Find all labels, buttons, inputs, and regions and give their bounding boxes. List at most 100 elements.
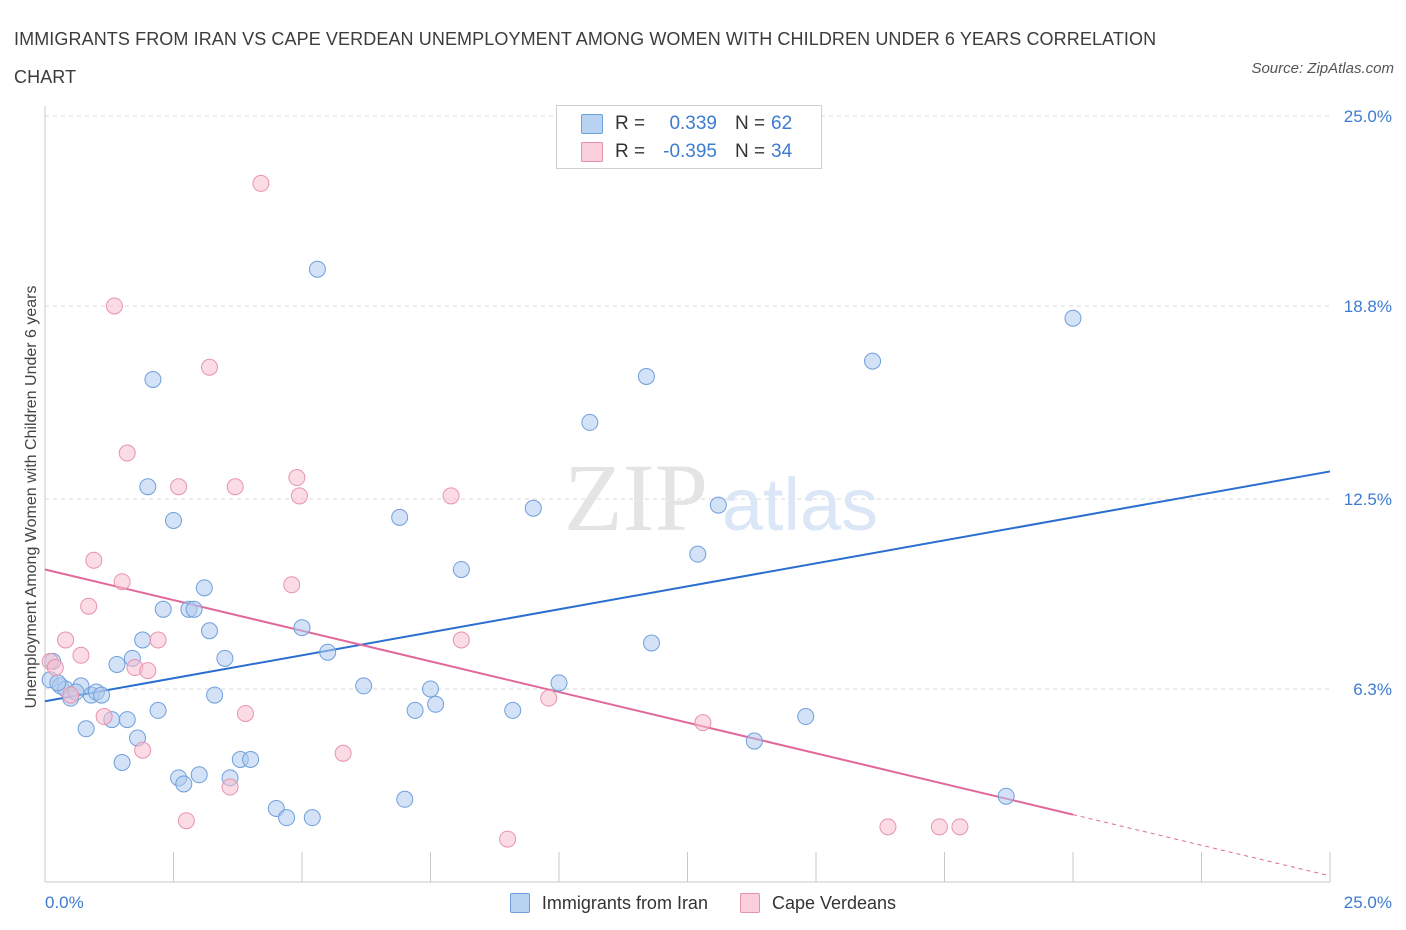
data-point-iran [149, 701, 167, 719]
data-point-capeverde [283, 576, 301, 594]
legend-item-capeverde: Cape Verdeans [739, 892, 897, 914]
data-point-capeverde [177, 812, 195, 830]
trend-line-capeverde [44, 568, 1074, 816]
data-point-capeverde [105, 297, 123, 315]
legend-n-label: N = [735, 141, 766, 162]
data-point-iran [113, 754, 131, 772]
data-point-capeverde [85, 551, 103, 569]
data-point-capeverde [62, 686, 80, 704]
data-point-iran [134, 631, 152, 649]
data-point-capeverde [170, 478, 188, 496]
data-point-iran [637, 367, 655, 385]
watermark-atlas: atlas [722, 463, 878, 546]
axes-layer [44, 106, 1331, 883]
data-point-iran [355, 677, 373, 695]
legend-swatch-iran [509, 893, 530, 913]
data-point-capeverde [930, 818, 948, 836]
data-point-iran [864, 352, 882, 370]
data-point-iran [581, 413, 599, 431]
data-point-iran [1064, 309, 1082, 327]
data-point-iran [49, 674, 67, 692]
legend-row-capeverde: R = -0.395 N = 34 [581, 140, 792, 164]
data-point-capeverde [80, 597, 98, 615]
data-point-iran [550, 674, 568, 692]
data-point-capeverde [290, 487, 308, 505]
data-point-iran [427, 695, 445, 713]
data-point-iran [165, 511, 182, 529]
legend-n-value: 34 [771, 141, 793, 162]
legend-swatch-iran [581, 114, 603, 134]
data-point-iran [77, 720, 95, 738]
data-point-iran [185, 600, 203, 618]
data-point-capeverde [221, 778, 239, 796]
data-point-iran [139, 478, 157, 496]
y-axis-label: Unemployment Among Women with Children U… [23, 285, 40, 708]
y-tick-label: 6.3% [1353, 680, 1392, 699]
watermark: ZIP atlas [564, 444, 878, 551]
legend-swatch-capeverde [581, 142, 603, 162]
data-point-iran [278, 809, 296, 827]
data-point-iran [709, 496, 727, 514]
legend-r-value: -0.395 [663, 141, 717, 162]
data-point-iran [997, 787, 1015, 805]
data-point-iran [452, 560, 470, 578]
data-point-capeverde [95, 708, 113, 726]
series-legend: Immigrants from Iran Cape Verdeans [0, 890, 1406, 916]
data-point-capeverde [252, 174, 270, 192]
data-point-iran [108, 655, 126, 673]
x-tick-label: 25.0% [1344, 893, 1392, 912]
legend-n-value: 62 [771, 113, 793, 134]
data-point-iran [175, 775, 193, 793]
data-point-iran [422, 680, 439, 698]
legend-n-label: N = [735, 113, 766, 134]
data-point-iran [396, 790, 414, 808]
y-tick-label: 18.8% [1344, 297, 1392, 316]
data-point-iran [643, 634, 661, 652]
data-point-capeverde [879, 818, 897, 836]
data-point-capeverde [226, 478, 244, 496]
data-point-iran [195, 579, 213, 597]
legend-label-iran: Immigrants from Iran [541, 892, 708, 913]
legend-row-iran: R = 0.339 N = 62 [581, 112, 792, 136]
data-point-capeverde [694, 714, 712, 732]
data-point-capeverde [72, 646, 90, 664]
data-point-iran [144, 371, 162, 389]
y-tick-label: 12.5% [1344, 490, 1392, 509]
data-point-iran [293, 619, 311, 637]
data-point-capeverde [113, 573, 131, 591]
chart-title: IMMIGRANTS FROM IRAN VS CAPE VERDEAN UNE… [14, 29, 1157, 87]
data-point-capeverde [288, 469, 306, 487]
legend-r-value: 0.339 [669, 113, 717, 134]
data-point-capeverde [200, 358, 218, 376]
legend-r-label: R = [615, 113, 646, 134]
data-point-capeverde [540, 689, 558, 707]
data-point-iran [190, 766, 208, 784]
watermark-zip: ZIP [564, 444, 708, 551]
data-point-capeverde [236, 704, 254, 722]
data-point-iran [745, 732, 763, 750]
source-label: Source: ZipAtlas.com [1251, 60, 1394, 77]
data-point-iran [504, 701, 522, 719]
trend-line-iran [44, 470, 1331, 703]
data-point-capeverde [452, 631, 470, 649]
ticks-layer: 6.3% 12.5% 18.8% 25.0% 0.0% 25.0% [45, 107, 1392, 912]
y-tick-label: 25.0% [1344, 107, 1392, 126]
data-point-capeverde [334, 744, 352, 762]
legend-swatch-capeverde [739, 893, 760, 913]
legend-item-iran: Immigrants from Iran [509, 892, 708, 914]
legend-label-capeverde: Cape Verdeans [771, 892, 897, 913]
data-point-iran [391, 508, 409, 526]
data-point-capeverde [149, 631, 167, 649]
data-point-iran [206, 686, 224, 704]
data-point-iran [242, 750, 260, 768]
data-point-iran [216, 649, 234, 667]
data-point-iran [154, 600, 172, 618]
legend-r-label: R = [615, 141, 646, 162]
data-point-iran [689, 545, 707, 563]
data-point-capeverde [442, 487, 460, 505]
data-point-iran [797, 708, 815, 726]
data-point-capeverde [46, 659, 64, 677]
data-point-iran [118, 711, 136, 729]
x-tick-label: 0.0% [45, 893, 84, 912]
